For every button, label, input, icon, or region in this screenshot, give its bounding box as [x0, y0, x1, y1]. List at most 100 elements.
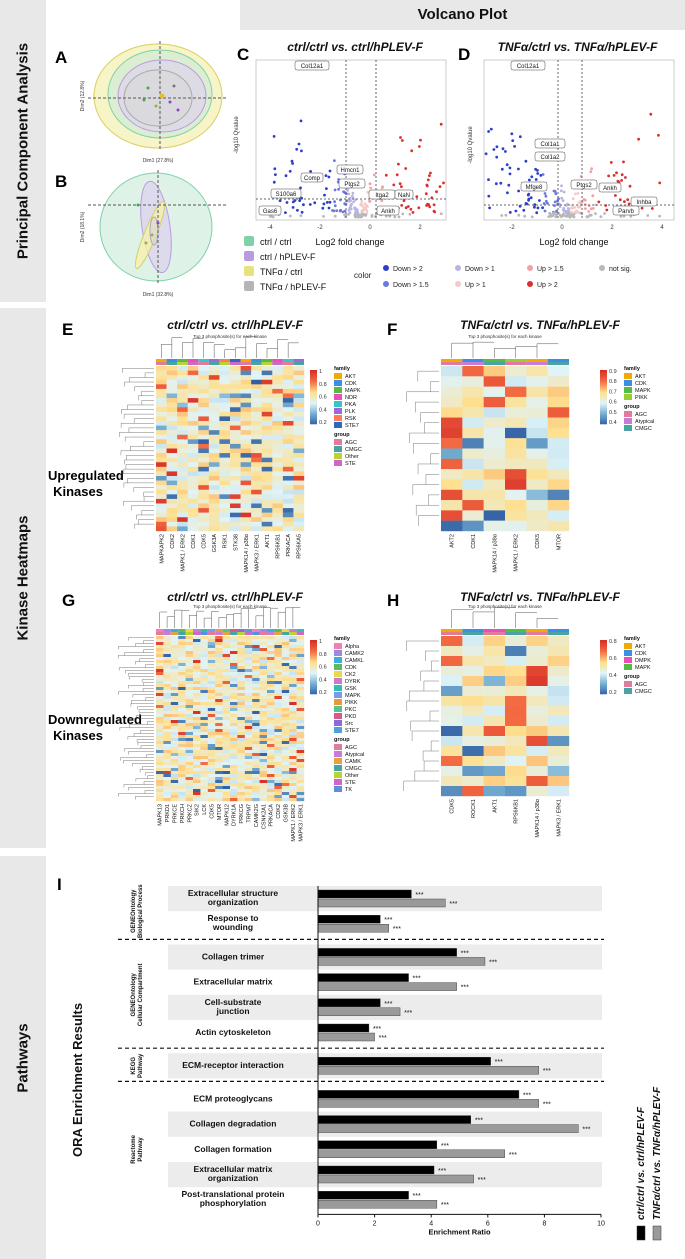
heatmap-scale-step [310, 641, 317, 644]
heatmap-cell [267, 690, 275, 694]
heatmap-group-title: group [334, 737, 350, 743]
heatmap-kinase-label: GSK3B [284, 804, 290, 823]
heatmap-cell [240, 411, 252, 417]
heatmap-cell [207, 669, 216, 673]
volcano-xtick: 0 [368, 225, 372, 231]
heatmap-cell [208, 476, 220, 481]
volcano-point [363, 206, 366, 210]
heatmap-cell [166, 457, 178, 463]
heatmap-cell [267, 708, 275, 712]
heatmap-cell [267, 702, 275, 706]
volcano-point [566, 207, 570, 210]
heatmap-cell [526, 786, 548, 797]
heatmap-cell [267, 798, 275, 802]
heatmap-group-label: CAMK [345, 759, 361, 765]
heatmap-cell [219, 508, 231, 513]
heatmap-cell [178, 786, 186, 790]
heatmap-cell [261, 439, 273, 445]
heatmap-cell [289, 642, 297, 646]
heatmap-cell [222, 675, 231, 679]
heatmap-group-annot [244, 632, 253, 635]
pca-b-ellipses [99, 172, 213, 282]
heatmap-cell [215, 642, 223, 646]
heatmap-scale-step [600, 674, 607, 677]
heatmap-cell [185, 702, 194, 706]
heatmap-cell [222, 768, 231, 772]
heatmap-group-annot [219, 362, 230, 365]
pca-a-xlabel: Dim1 (27.8%) [143, 158, 174, 164]
heatmap-cell [230, 786, 238, 790]
heatmap-cell [281, 660, 290, 664]
volcano-point [404, 206, 408, 210]
volcano-point [560, 196, 564, 200]
heatmap-cell [187, 393, 199, 399]
heatmap-cell [282, 439, 294, 445]
volcano-legend-label: Down > 1.5 [393, 282, 429, 289]
heatmap-cell [198, 485, 210, 490]
heatmap-family-annot [222, 629, 230, 632]
volcano-point [360, 212, 364, 216]
heatmap-cell [441, 736, 463, 747]
heatmap-cell [222, 723, 231, 727]
heatmap-cell [547, 636, 570, 647]
heatmap-cell [272, 379, 284, 385]
heatmap-cell [178, 693, 186, 697]
heatmap-cell [193, 762, 201, 766]
heatmap-cell [259, 777, 268, 781]
heatmap-cell [156, 379, 167, 385]
heatmap-cell [252, 675, 260, 679]
heatmap-cell [296, 723, 305, 727]
ora-sig-label: *** [475, 1118, 483, 1125]
heatmap-cell [259, 684, 268, 688]
heatmap-cell [222, 648, 231, 652]
volcano-point [397, 162, 400, 166]
heatmap-cell [177, 388, 188, 394]
heatmap-cell [296, 678, 305, 682]
heatmap-col-dendrogram [159, 607, 301, 628]
heatmap-cell [230, 774, 238, 778]
heatmap-cell [296, 651, 305, 655]
heatmap-cell [178, 780, 186, 784]
heatmap-cell [177, 366, 188, 371]
heatmap-cell [289, 675, 297, 679]
heatmap-scale-step [600, 692, 607, 695]
heatmap-cell [251, 448, 262, 454]
heatmap-cell [222, 759, 231, 763]
heatmap-cell [274, 759, 282, 763]
heatmap-cell [170, 771, 179, 775]
heatmap-family-annot [185, 629, 193, 632]
volcano-point [543, 209, 547, 213]
heatmap-kinase-label: TRPM7 [247, 804, 253, 823]
title-h: TNFα/ctrl vs. TNFα/hPLEV-F [460, 590, 620, 604]
heatmap-cell [289, 669, 297, 673]
heatmap-cell [251, 411, 262, 417]
ora-group-label: GENEOntologyBiological Process [131, 884, 144, 938]
heatmap-kinase-label: CDK5 [450, 799, 456, 814]
heatmap-cell [170, 684, 179, 688]
heatmap-cell [178, 684, 186, 688]
heatmap-cell [272, 462, 284, 468]
heatmap-cell [230, 508, 241, 513]
heatmap-cell [156, 738, 164, 742]
heatmap-cell [526, 407, 548, 418]
volcano-point [578, 200, 582, 204]
heatmap-cell [526, 636, 548, 647]
heatmap-family-swatch [624, 650, 632, 656]
heatmap-cell [547, 696, 570, 707]
heatmap-cell [244, 681, 253, 685]
ora-bar [317, 948, 457, 957]
heatmap-cell [505, 469, 527, 480]
heatmap-cell [230, 480, 241, 486]
ora-xtick: 0 [316, 1220, 320, 1227]
heatmap-cell [187, 503, 199, 509]
heatmap-cell [187, 430, 199, 435]
heatmap-cell [252, 726, 260, 730]
heatmap-cell [462, 776, 484, 787]
heatmap-cell [483, 676, 506, 687]
heatmap-scale-step [600, 388, 607, 391]
heatmap-cell [240, 434, 252, 440]
heatmap-cell [200, 768, 208, 772]
heatmap-cell [505, 396, 527, 408]
heatmap-cell [483, 726, 506, 737]
heatmap-cell [505, 756, 527, 767]
